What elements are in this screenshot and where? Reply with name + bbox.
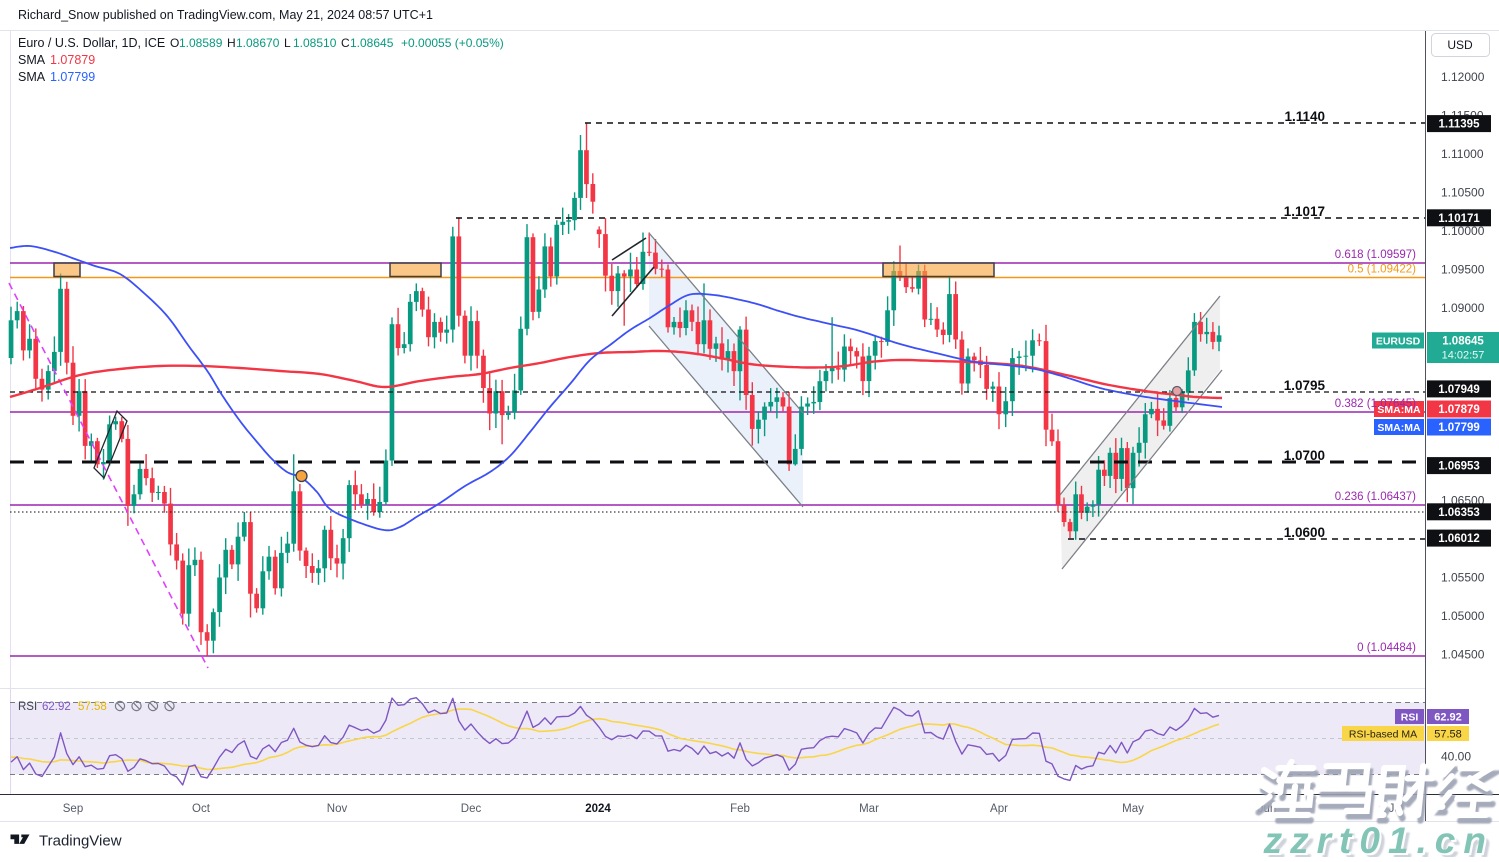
svg-text:0.236 (1.06437): 0.236 (1.06437) (1335, 491, 1416, 503)
svg-text:1.1017: 1.1017 (1284, 204, 1325, 219)
svg-text:RSI-based MA: RSI-based MA (1349, 729, 1417, 741)
svg-text:1.06012: 1.06012 (1438, 533, 1480, 545)
svg-text:1.09000: 1.09000 (1441, 301, 1485, 315)
svg-text:SMA:MA: SMA:MA (1377, 422, 1421, 434)
svg-text:RSI: RSI (18, 701, 37, 713)
svg-text:1.08670: 1.08670 (236, 36, 280, 50)
svg-text:May: May (1122, 803, 1144, 815)
svg-text:1.07799: 1.07799 (50, 70, 95, 84)
svg-text:Sep: Sep (63, 803, 83, 815)
svg-text:1.07879: 1.07879 (1438, 404, 1480, 416)
svg-text:Richard_Snow published on Trad: Richard_Snow published on TradingView.co… (18, 8, 433, 22)
svg-text:1.07879: 1.07879 (50, 53, 95, 67)
svg-text:Dec: Dec (461, 803, 482, 815)
svg-text:RSI: RSI (1401, 712, 1419, 724)
svg-text:0.382 (1.07645): 0.382 (1.07645) (1335, 398, 1416, 410)
svg-text:USD: USD (1447, 38, 1473, 52)
svg-text:Feb: Feb (730, 803, 750, 815)
svg-text:1.11000: 1.11000 (1441, 147, 1484, 161)
svg-text:Apr: Apr (990, 803, 1008, 815)
svg-text:2024: 2024 (585, 803, 611, 815)
svg-text:1.08589: 1.08589 (179, 36, 223, 50)
svg-text:Euro / U.S. Dollar, 1D, ICE: Euro / U.S. Dollar, 1D, ICE (18, 36, 165, 50)
svg-text:1.08645: 1.08645 (350, 36, 394, 50)
svg-text:H: H (227, 36, 236, 50)
svg-text:1.05500: 1.05500 (1441, 571, 1485, 585)
svg-text:0 (1.04484): 0 (1.04484) (1357, 642, 1416, 654)
svg-text:1.0700: 1.0700 (1284, 448, 1325, 463)
svg-text:1.08645: 1.08645 (1442, 336, 1484, 348)
svg-text:1.1140: 1.1140 (1284, 109, 1325, 124)
svg-text:Oct: Oct (192, 803, 211, 815)
svg-text:1.06953: 1.06953 (1438, 461, 1480, 473)
svg-text:Nov: Nov (327, 803, 348, 815)
svg-text:EURUSD: EURUSD (1376, 336, 1421, 348)
svg-text:zzrt01.cn: zzrt01.cn (1263, 820, 1494, 857)
svg-text:1.10171: 1.10171 (1438, 213, 1480, 225)
svg-text:1.07799: 1.07799 (1438, 422, 1480, 434)
svg-text:SMA:MA: SMA:MA (1377, 404, 1421, 416)
svg-text:1.0600: 1.0600 (1284, 525, 1325, 540)
svg-text:1.04500: 1.04500 (1441, 648, 1485, 662)
svg-text:1.12000: 1.12000 (1441, 70, 1485, 84)
svg-text:62.92: 62.92 (42, 701, 71, 713)
svg-text:57.58: 57.58 (1434, 729, 1462, 741)
svg-text:SMA: SMA (18, 70, 46, 84)
svg-text:SMA: SMA (18, 53, 46, 67)
svg-text:O: O (170, 36, 179, 50)
svg-text:C: C (341, 36, 350, 50)
svg-text:1.05000: 1.05000 (1441, 609, 1485, 623)
svg-text:TradingView: TradingView (39, 833, 122, 850)
svg-text:1.10500: 1.10500 (1441, 186, 1485, 200)
svg-text:Mar: Mar (859, 803, 879, 815)
svg-text:1.09500: 1.09500 (1441, 263, 1485, 277)
svg-text:1.06353: 1.06353 (1438, 507, 1480, 519)
svg-text:1.10000: 1.10000 (1441, 224, 1485, 238)
svg-text:0.618 (1.09597): 0.618 (1.09597) (1335, 249, 1416, 261)
svg-text:1.0795: 1.0795 (1284, 378, 1326, 393)
svg-text:40.00: 40.00 (1441, 750, 1471, 764)
svg-text:1.08510: 1.08510 (293, 36, 337, 50)
svg-text:1.07949: 1.07949 (1438, 384, 1480, 396)
svg-text:zzrt01.cn: zzrt01.cn (1268, 825, 1499, 857)
svg-text:1.11395: 1.11395 (1439, 119, 1481, 131)
svg-text:L: L (284, 36, 291, 50)
svg-text:zzrt01.cn: zzrt01.cn (1265, 822, 1496, 857)
svg-text:+0.00055 (+0.05%): +0.00055 (+0.05%) (401, 36, 504, 50)
svg-text:62.92: 62.92 (1434, 712, 1462, 724)
svg-text:57.58: 57.58 (78, 701, 107, 713)
svg-text:14:02:57: 14:02:57 (1442, 350, 1485, 362)
svg-text:0.5 (1.09422): 0.5 (1.09422) (1348, 264, 1417, 276)
